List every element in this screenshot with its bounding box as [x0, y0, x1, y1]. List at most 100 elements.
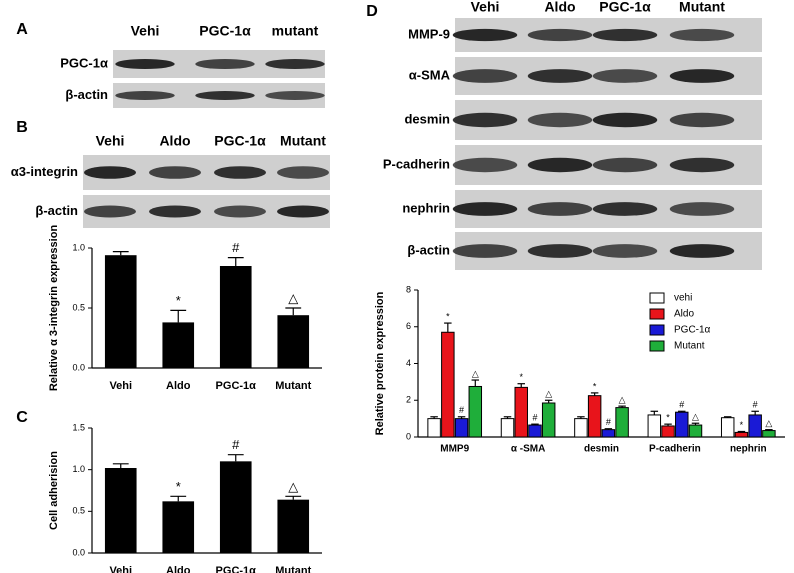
blot-band — [214, 205, 266, 218]
lane-label: Aldo — [544, 0, 575, 15]
lane-label: Vehi — [471, 0, 500, 15]
bar — [675, 411, 689, 438]
lane-label: Mutant — [679, 0, 725, 15]
blot-band — [115, 58, 175, 70]
y-tick-label: 4 — [406, 358, 411, 368]
bar — [468, 385, 483, 438]
bar — [500, 418, 515, 438]
blot-band — [669, 244, 735, 258]
blot-band — [592, 69, 658, 83]
lane-label: Vehi — [96, 133, 125, 149]
x-tick-label: PGC-1α — [216, 565, 257, 573]
significance-mark: # — [232, 437, 240, 452]
significance-mark: △ — [545, 389, 552, 399]
lane-label: Mutant — [280, 133, 326, 149]
bar — [734, 431, 749, 438]
significance-mark: △ — [619, 395, 626, 405]
blot-band — [527, 112, 593, 128]
significance-mark: * — [740, 420, 744, 430]
blot-band — [592, 112, 658, 128]
y-tick-label: 0.0 — [72, 362, 85, 372]
x-tick-label: nephrin — [730, 444, 767, 455]
lane-label: PGC-1α — [599, 0, 651, 15]
y-axis-label: Relative protein expression — [374, 291, 386, 435]
blot-band — [527, 69, 593, 83]
blot-row-label: nephrin — [402, 200, 450, 215]
blot-band — [277, 166, 329, 179]
blot-band — [195, 58, 255, 70]
blot-band — [265, 58, 325, 70]
y-tick-label: 0.0 — [72, 547, 85, 557]
blot-band — [669, 157, 735, 173]
bar — [647, 414, 662, 438]
panel-label: C — [16, 409, 28, 426]
blot-band — [149, 205, 201, 218]
legend-swatch — [649, 324, 665, 336]
lane-label: Aldo — [159, 133, 190, 149]
significance-mark: △ — [288, 290, 298, 305]
significance-mark: # — [532, 413, 537, 423]
lane-label: mutant — [272, 23, 319, 39]
y-axis-label: Cell adherision — [48, 451, 60, 530]
y-tick-label: 8 — [406, 284, 411, 294]
blot-band — [527, 202, 593, 216]
bar — [104, 255, 137, 368]
bar — [219, 461, 252, 553]
panel-label: D — [366, 3, 378, 20]
x-tick-label: Mutant — [275, 565, 311, 573]
bar — [162, 501, 195, 553]
bar — [615, 407, 629, 438]
blot-row-label: PGC-1α — [60, 55, 108, 70]
legend-label: vehi — [674, 293, 692, 304]
legend-label: PGC-1α — [674, 325, 711, 336]
bar — [541, 402, 556, 438]
blot-band — [669, 69, 735, 83]
lane-label: Vehi — [131, 23, 160, 39]
significance-mark: * — [519, 372, 523, 382]
blot-band — [527, 157, 593, 173]
significance-mark: * — [176, 479, 181, 494]
bar — [427, 418, 441, 438]
bar — [688, 424, 703, 438]
blot-band — [452, 112, 518, 128]
significance-mark: # — [459, 405, 464, 415]
significance-mark: # — [232, 240, 240, 255]
x-tick-label: Vehi — [109, 565, 132, 573]
blot-band — [195, 91, 255, 100]
blot-band — [265, 91, 325, 100]
blot-band — [452, 202, 518, 216]
y-tick-label: 1.5 — [72, 422, 85, 432]
lane-label: PGC-1α — [214, 133, 266, 149]
significance-mark: # — [679, 400, 684, 410]
bar — [601, 429, 616, 438]
blot-band — [527, 28, 593, 42]
bar — [514, 386, 528, 438]
blot-band — [84, 166, 136, 179]
blot-row-label: β-actin — [35, 203, 78, 218]
y-tick-label: 0.5 — [72, 506, 85, 516]
blot-band — [452, 244, 518, 258]
lane-label: PGC-1α — [199, 23, 251, 39]
x-tick-label: α -SMA — [511, 444, 545, 455]
significance-mark: * — [446, 311, 450, 321]
blot-band — [592, 28, 658, 42]
blot-band — [149, 166, 201, 179]
x-tick-label: Aldo — [166, 565, 191, 573]
blot-band — [592, 244, 658, 258]
x-tick-label: Mutant — [275, 380, 311, 392]
y-tick-label: 0.5 — [72, 302, 85, 312]
blot-row-label: P-cadherin — [383, 156, 450, 171]
x-tick-label: Vehi — [109, 380, 132, 392]
blot-band — [452, 157, 518, 173]
blot-band — [452, 28, 518, 42]
significance-mark: # — [606, 417, 611, 427]
bar — [587, 395, 602, 438]
significance-mark: * — [593, 381, 597, 391]
bar — [528, 424, 542, 438]
blot-row-label: β-actin — [65, 87, 108, 102]
legend-label: Aldo — [674, 309, 694, 320]
blot-row-label: β-actin — [407, 242, 450, 257]
significance-mark: △ — [472, 368, 479, 378]
bar — [277, 499, 310, 553]
